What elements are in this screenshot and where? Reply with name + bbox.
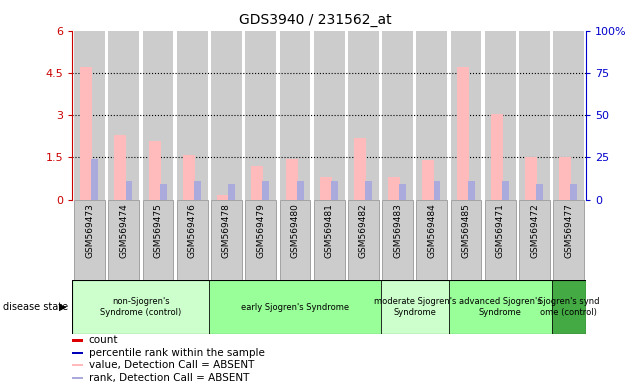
Bar [280,200,311,280]
Text: ▶: ▶ [59,302,66,312]
Text: GSM569479: GSM569479 [256,203,265,258]
Bar [399,184,406,200]
Bar [245,31,276,200]
Bar [457,67,469,200]
Bar [142,31,173,200]
Text: GSM569473: GSM569473 [85,203,94,258]
Text: GSM569477: GSM569477 [564,203,573,258]
Bar [209,280,381,334]
Bar [485,31,516,200]
Bar [388,177,400,200]
Text: non-Sjogren's
Syndrome (control): non-Sjogren's Syndrome (control) [100,298,181,317]
Text: rank, Detection Call = ABSENT: rank, Detection Call = ABSENT [89,373,249,383]
Bar [519,31,550,200]
Bar [552,280,586,334]
Bar [72,364,83,366]
Bar [125,181,132,200]
Text: GSM569483: GSM569483 [393,203,402,258]
Bar [149,141,161,200]
Bar [285,159,297,200]
Bar [536,184,543,200]
Bar [251,166,263,200]
Text: value, Detection Call = ABSENT: value, Detection Call = ABSENT [89,360,254,370]
Bar [382,31,413,200]
Bar [211,31,242,200]
Text: GSM569476: GSM569476 [188,203,197,258]
Bar [354,138,366,200]
Bar [228,184,235,200]
Bar [72,280,209,334]
Text: moderate Sjogren's
Syndrome: moderate Sjogren's Syndrome [374,298,456,317]
Bar [72,352,83,354]
Bar [177,200,208,280]
Text: Sjogren's synd
ome (control): Sjogren's synd ome (control) [538,298,600,317]
Bar [348,31,379,200]
Bar [74,31,105,200]
Text: GSM569485: GSM569485 [462,203,471,258]
Bar [365,181,372,200]
Bar [519,200,550,280]
Bar [348,200,379,280]
Text: GSM569472: GSM569472 [530,203,539,258]
Text: GSM569474: GSM569474 [119,203,129,258]
Bar [217,195,229,200]
Bar [74,200,105,280]
Bar [142,200,173,280]
Bar [450,200,481,280]
Text: GSM569481: GSM569481 [324,203,334,258]
Text: GSM569478: GSM569478 [222,203,231,258]
Bar [263,181,269,200]
Bar [108,31,139,200]
Text: GSM569482: GSM569482 [359,203,368,258]
Bar [211,200,242,280]
Bar [381,280,449,334]
Bar [485,200,516,280]
Text: GSM569471: GSM569471 [496,203,505,258]
Text: GSM569480: GSM569480 [290,203,299,258]
Text: GDS3940 / 231562_at: GDS3940 / 231562_at [239,13,391,27]
Text: advanced Sjogren's
Syndrome: advanced Sjogren's Syndrome [459,298,542,317]
Bar [297,181,304,200]
Bar [491,114,503,200]
Text: early Sjogren's Syndrome: early Sjogren's Syndrome [241,303,349,312]
Bar [320,177,332,200]
Bar [115,135,127,200]
Bar [91,159,98,200]
Bar [160,184,166,200]
Bar [331,181,338,200]
Bar [194,181,201,200]
Bar [382,200,413,280]
Bar [280,31,311,200]
Bar [314,31,345,200]
Bar [553,200,584,280]
Bar [468,181,474,200]
Bar [177,31,208,200]
Bar [245,200,276,280]
Bar [416,31,447,200]
Bar [314,200,345,280]
Bar [423,160,435,200]
Bar [80,67,92,200]
Bar [449,280,552,334]
Text: GSM569475: GSM569475 [154,203,163,258]
Bar [450,31,481,200]
Text: GSM569484: GSM569484 [427,203,437,258]
Bar [553,31,584,200]
Bar [433,181,440,200]
Bar [183,155,195,200]
Bar [416,200,447,280]
Text: percentile rank within the sample: percentile rank within the sample [89,348,265,358]
Bar [559,157,571,200]
Text: count: count [89,335,118,345]
Bar [108,200,139,280]
Text: disease state: disease state [3,302,68,312]
Bar [72,339,83,341]
Bar [502,181,509,200]
Bar [525,157,537,200]
Bar [571,184,577,200]
Bar [72,377,83,379]
